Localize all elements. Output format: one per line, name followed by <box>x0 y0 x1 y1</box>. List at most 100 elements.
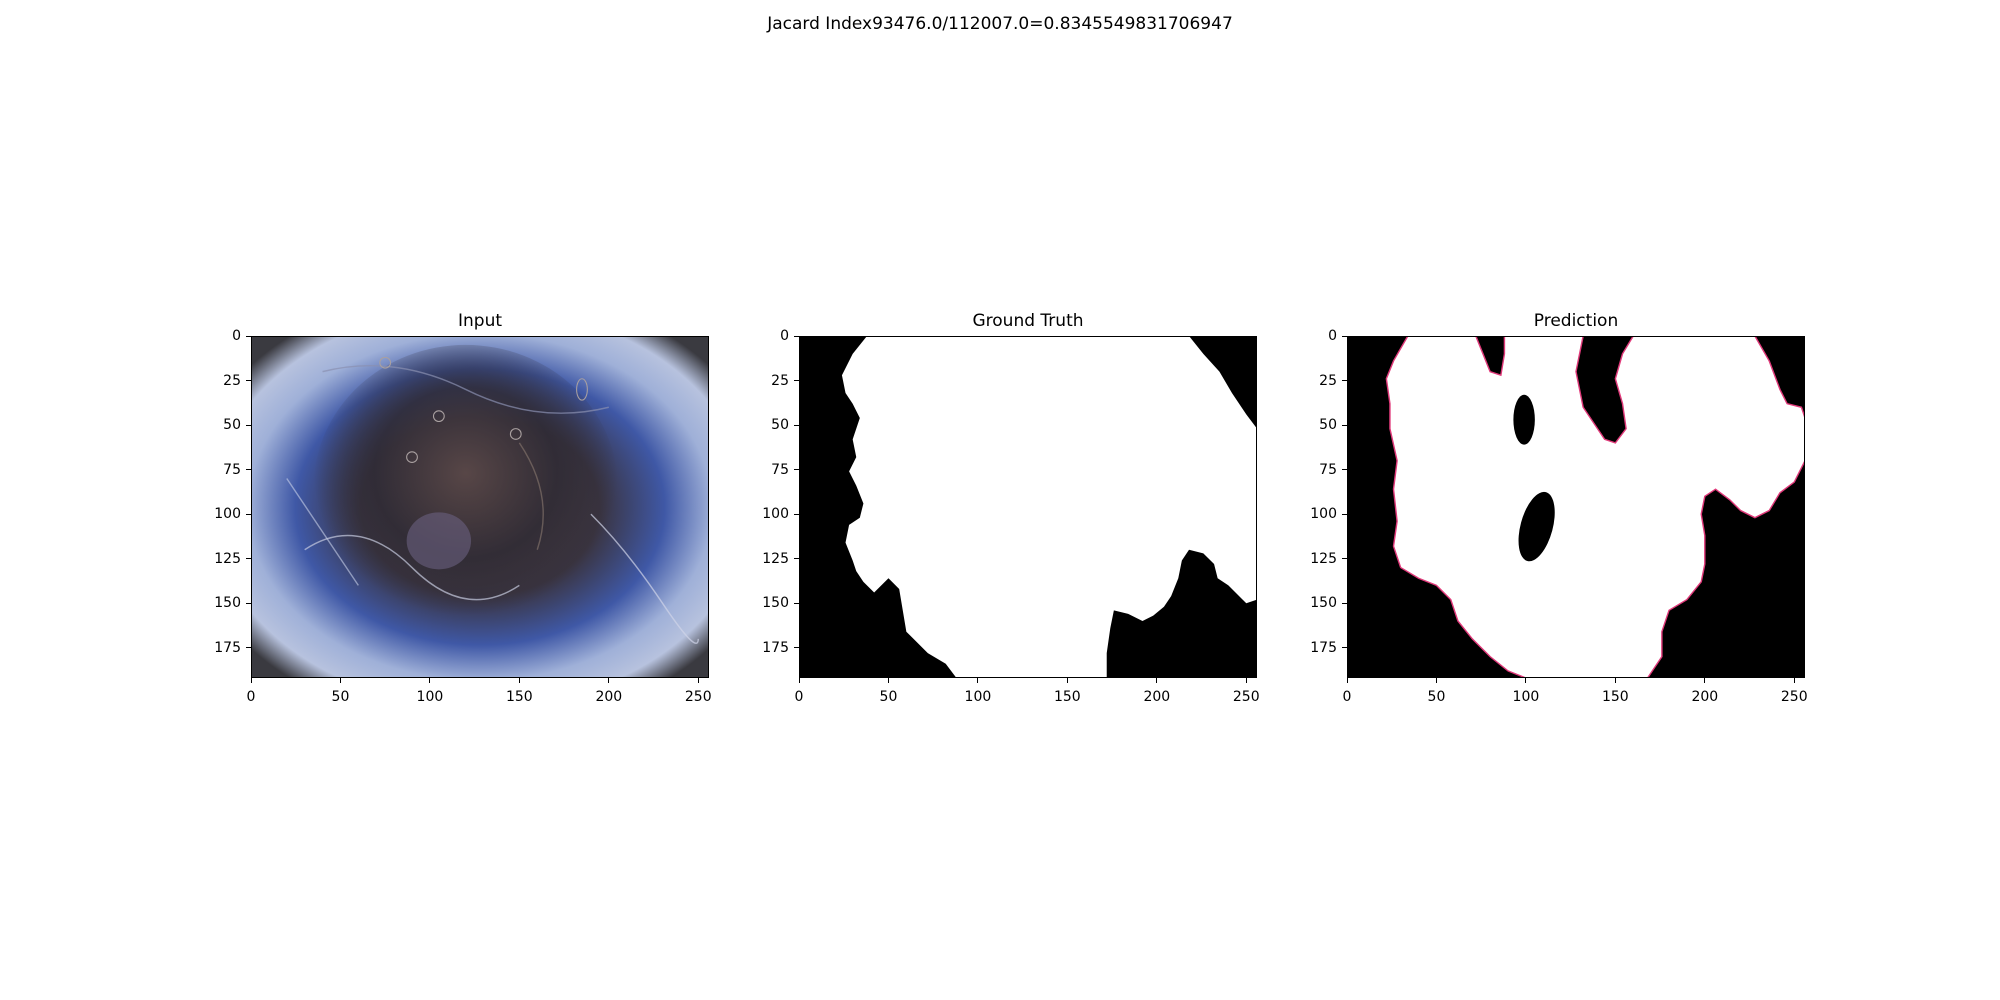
prediction-mask <box>1347 336 1805 678</box>
ground-truth-x-tick-label: 0 <box>794 689 804 705</box>
input-y-tick-mark <box>246 513 251 515</box>
prediction-x-tick-mark <box>1525 678 1527 683</box>
prediction-x-tick-mark <box>1614 678 1616 683</box>
prediction-y-tick-label: 75 <box>1319 461 1337 478</box>
input-y-tick-label: 125 <box>214 550 241 567</box>
input-x-tick-label: 0 <box>246 689 256 705</box>
prediction-x-tick-label: 250 <box>1780 689 1808 705</box>
ground-truth-mask <box>799 336 1257 678</box>
ground-truth-x-tick-label: 100 <box>964 689 992 705</box>
prediction-y-tick-mark <box>1342 469 1347 471</box>
prediction-y-tick-label: 0 <box>1328 328 1337 344</box>
input-x-tick-mark <box>429 678 431 683</box>
input-y-tick-label: 175 <box>214 639 241 656</box>
ground-truth-y-tick-mark <box>794 513 799 515</box>
prediction-x-tick-label: 50 <box>1427 689 1446 705</box>
input-x-tick-mark <box>608 678 610 683</box>
prediction-y-tick-mark <box>1342 424 1347 426</box>
ground-truth-x-tick-mark <box>887 678 889 683</box>
ground-truth-x-tick-mark <box>1066 678 1068 683</box>
input-lesion-light-area <box>406 512 472 570</box>
ground-truth-y-tick-label: 150 <box>762 595 789 612</box>
ground-truth-y-tick-label: 25 <box>771 372 789 389</box>
ground-truth-y-tick-label: 0 <box>780 328 789 344</box>
input-panel-title: Input <box>457 311 503 331</box>
prediction-panel-title: Prediction <box>1533 311 1619 331</box>
input-y-tick-mark <box>246 380 251 382</box>
ground-truth-x-tick-mark <box>798 678 800 683</box>
ground-truth-panel: Ground Truth 0 50 100 150 200 250 0 25 50 75 100 12… <box>762 311 1259 705</box>
prediction-y-tick-label: 50 <box>1319 417 1337 434</box>
ground-truth-y-tick-mark <box>794 424 799 426</box>
input-x-tick-mark <box>339 678 341 683</box>
prediction-y-tick-mark <box>1342 647 1347 649</box>
ground-truth-y-tick-mark <box>794 602 799 604</box>
ground-truth-y-tick-label: 175 <box>762 639 789 656</box>
input-x-tick-label: 50 <box>331 689 350 705</box>
prediction-foreground <box>1385 336 1805 678</box>
prediction-x-tick-mark <box>1704 678 1706 683</box>
input-panel: Input 0 <box>214 311 711 705</box>
input-x-tick-mark <box>697 678 699 683</box>
ground-truth-x-tick-label: 200 <box>1143 689 1171 705</box>
input-x-tick-mark <box>518 678 520 683</box>
prediction-y-tick-mark <box>1342 380 1347 382</box>
input-y-tick-label: 100 <box>214 506 241 523</box>
ground-truth-x-tick-label: 50 <box>879 689 898 705</box>
input-y-tick-mark <box>246 469 251 471</box>
input-y-tick-label: 0 <box>232 328 241 344</box>
prediction-y-tick-label: 150 <box>1310 595 1337 612</box>
prediction-x-tick-label: 0 <box>1342 689 1352 705</box>
ground-truth-foreground <box>841 336 1257 678</box>
prediction-y-tick-mark <box>1342 558 1347 560</box>
input-x-tick-label: 100 <box>416 689 444 705</box>
input-image <box>251 336 709 678</box>
prediction-x-tick-label: 150 <box>1601 689 1629 705</box>
prediction-x-tick-mark <box>1435 678 1437 683</box>
input-x-tick-mark <box>250 678 252 683</box>
ground-truth-y-tick-mark <box>794 380 799 382</box>
input-y-tick-mark <box>246 335 251 337</box>
input-y-tick-label: 50 <box>223 417 241 434</box>
ground-truth-x-tick-mark <box>977 678 979 683</box>
prediction-panel: Prediction 0 50 100 150 200 250 0 25 50 75 100 125 1… <box>1310 311 1807 705</box>
prediction-y-tick-mark <box>1342 513 1347 515</box>
ground-truth-y-tick-mark <box>794 647 799 649</box>
figure-title: Jacard Index93476.0/112007.0=0.834554983… <box>767 14 1233 34</box>
ground-truth-y-tick-label: 50 <box>771 417 789 434</box>
ground-truth-y-tick-mark <box>794 335 799 337</box>
prediction-y-tick-label: 25 <box>1319 372 1337 389</box>
prediction-hole-lower <box>1518 491 1555 562</box>
prediction-x-tick-label: 100 <box>1512 689 1540 705</box>
input-y-tick-mark <box>246 647 251 649</box>
input-x-tick-label: 150 <box>505 689 533 705</box>
ground-truth-x-tick-mark <box>1245 678 1247 683</box>
ground-truth-x-tick-label: 150 <box>1053 689 1081 705</box>
input-y-tick-mark <box>246 424 251 426</box>
prediction-x-tick-mark <box>1346 678 1348 683</box>
prediction-y-tick-mark <box>1342 335 1347 337</box>
input-y-tick-mark <box>246 602 251 604</box>
input-y-tick-label: 25 <box>223 372 241 389</box>
input-lesion-core <box>313 344 618 630</box>
input-y-tick-label: 150 <box>214 595 241 612</box>
ground-truth-y-tick-mark <box>794 469 799 471</box>
input-y-tick-mark <box>246 558 251 560</box>
input-x-tick-label: 200 <box>595 689 623 705</box>
prediction-x-tick-label: 200 <box>1691 689 1719 705</box>
ground-truth-x-tick-mark <box>1156 678 1158 683</box>
ground-truth-y-tick-mark <box>794 558 799 560</box>
prediction-hole-upper <box>1513 394 1535 445</box>
prediction-y-tick-label: 125 <box>1310 550 1337 567</box>
ground-truth-panel-title: Ground Truth <box>972 311 1084 331</box>
ground-truth-x-tick-label: 250 <box>1232 689 1260 705</box>
input-y-tick-label: 75 <box>223 461 241 478</box>
prediction-x-tick-mark <box>1793 678 1795 683</box>
prediction-y-tick-label: 100 <box>1310 506 1337 523</box>
ground-truth-y-tick-label: 100 <box>762 506 789 523</box>
input-x-tick-label: 250 <box>684 689 712 705</box>
ground-truth-y-tick-label: 125 <box>762 550 789 567</box>
prediction-y-tick-label: 175 <box>1310 639 1337 656</box>
ground-truth-y-tick-label: 75 <box>771 461 789 478</box>
prediction-y-tick-mark <box>1342 602 1347 604</box>
